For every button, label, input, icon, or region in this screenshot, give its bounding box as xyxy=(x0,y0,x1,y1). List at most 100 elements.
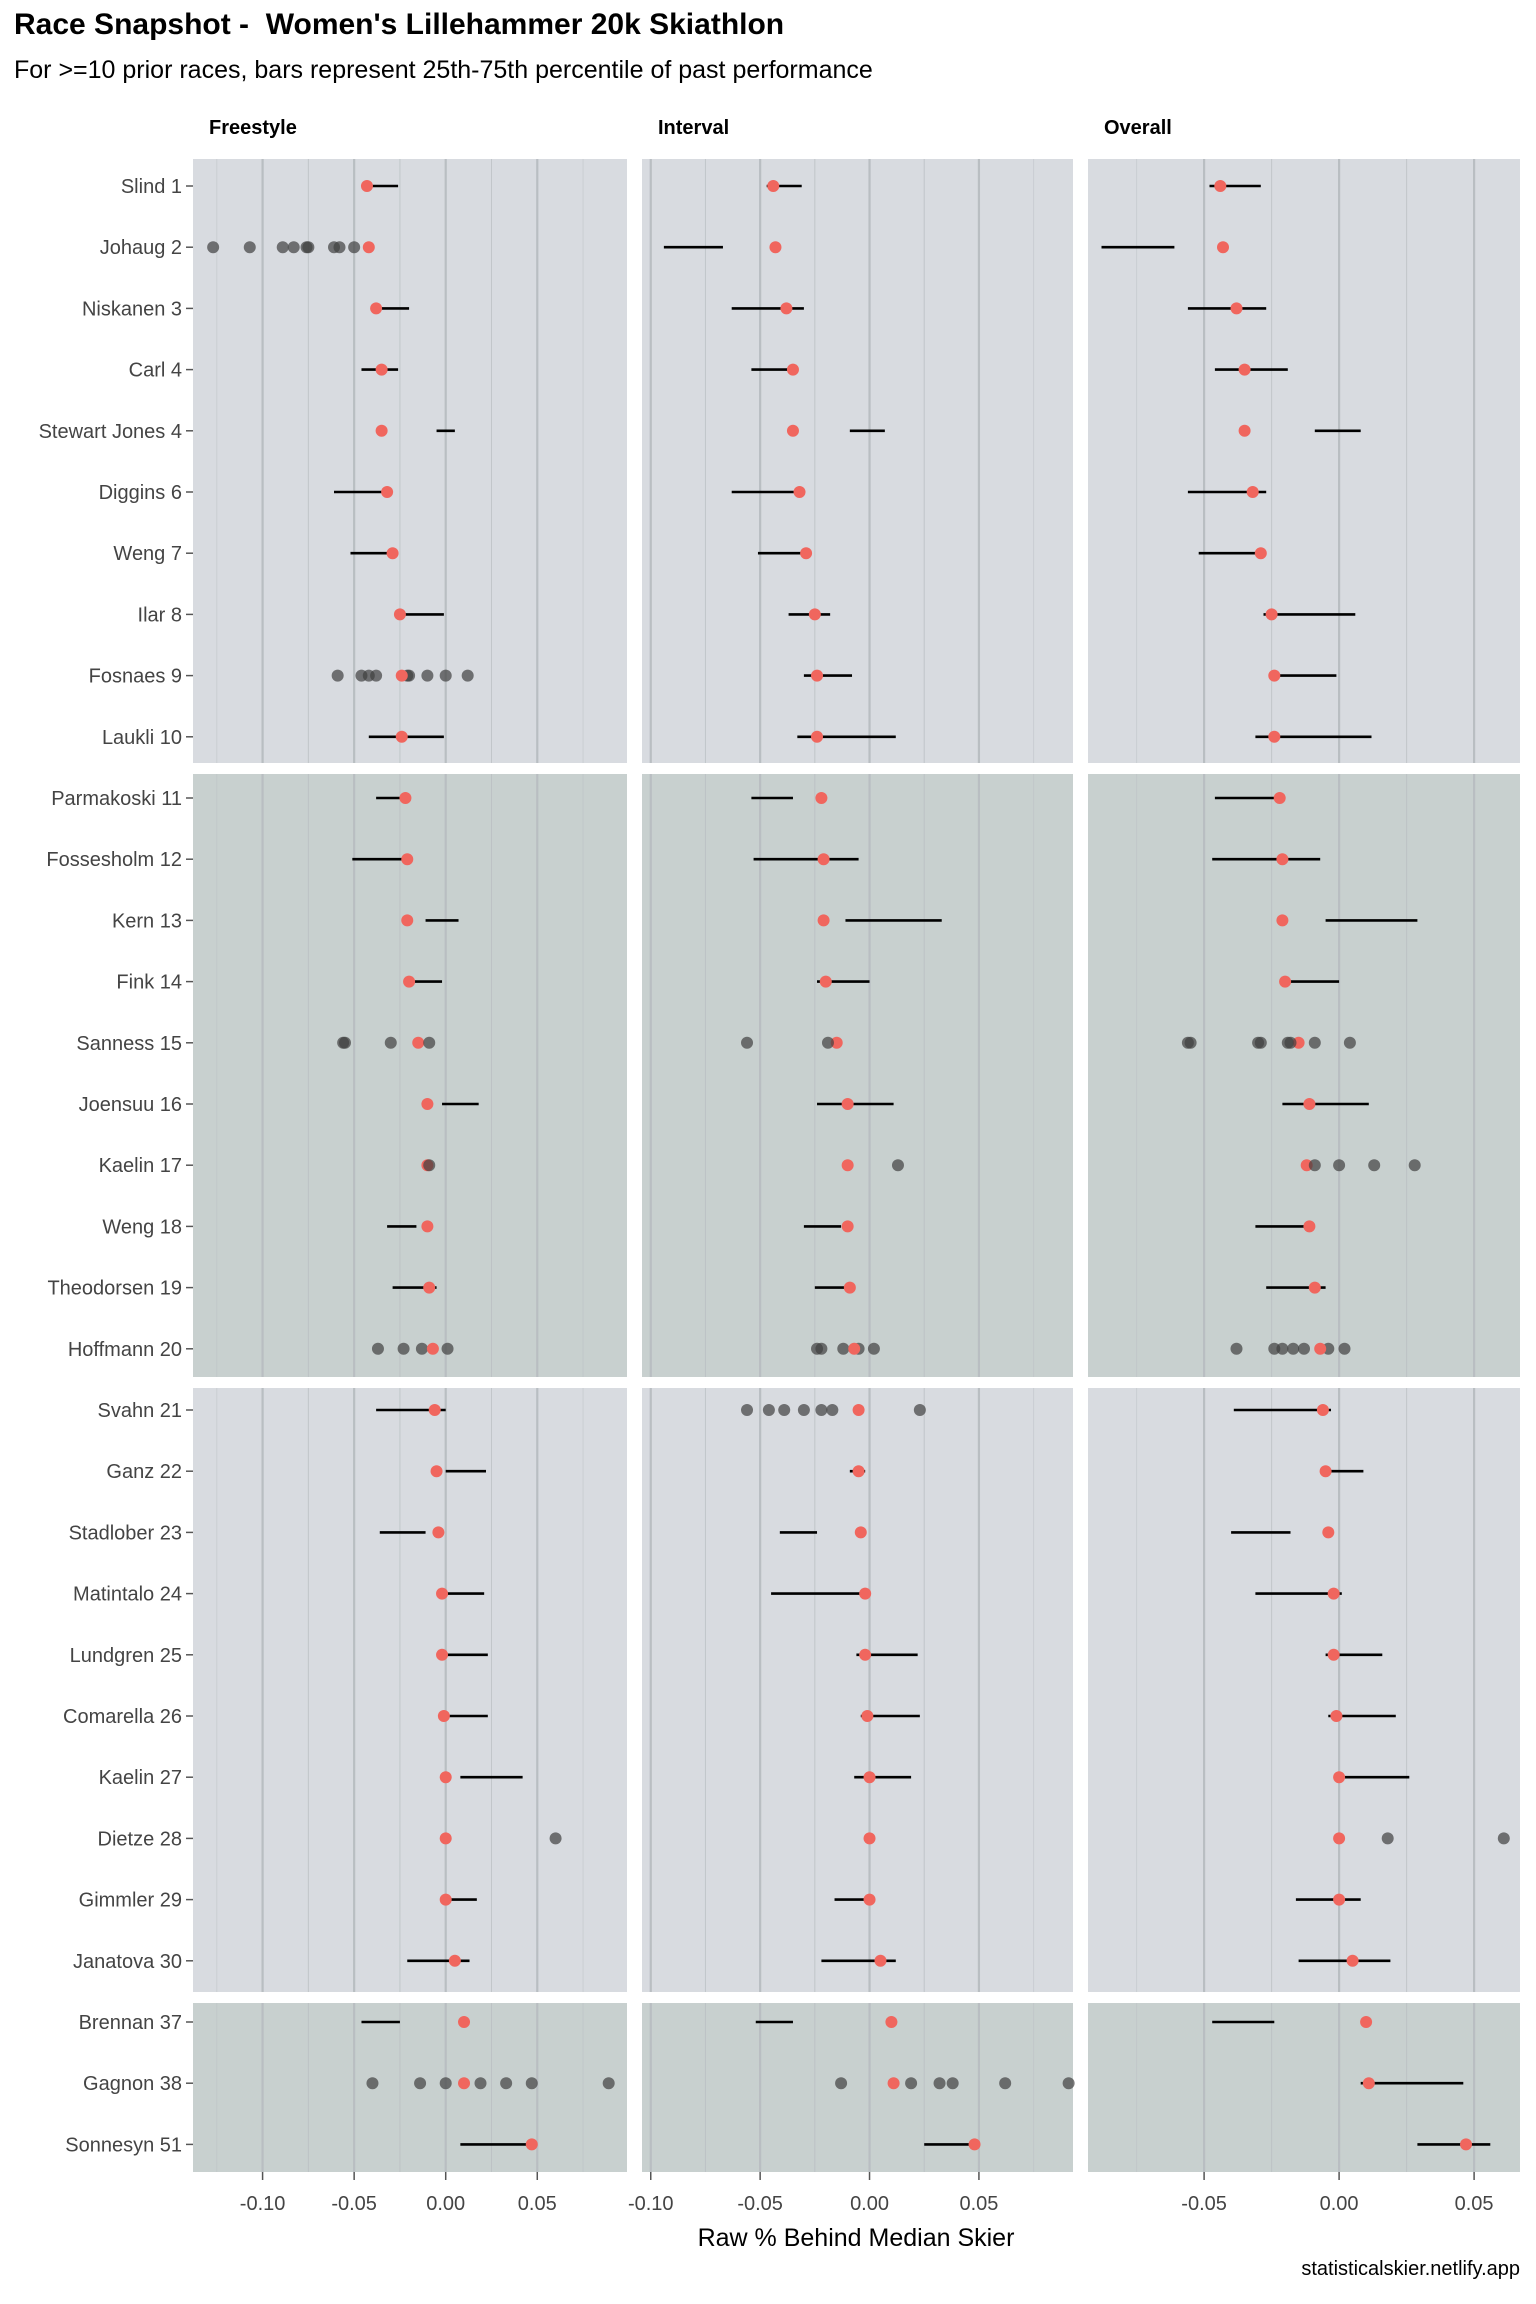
y-tick-label: Slind 1 xyxy=(121,176,182,198)
current-race-point xyxy=(887,2077,900,2090)
panel-interval-group-2 xyxy=(642,774,1073,1377)
y-tick-label: Diggins 6 xyxy=(99,482,182,504)
past-race-point xyxy=(1308,1036,1321,1049)
current-race-point xyxy=(362,241,375,254)
panel-freestyle-group-3 xyxy=(193,1388,627,1992)
current-race-point xyxy=(395,730,408,743)
current-race-point xyxy=(1319,1465,1332,1478)
panel-overall-group-1 xyxy=(1088,159,1520,763)
current-race-point xyxy=(793,486,806,498)
past-race-point xyxy=(500,2077,513,2090)
current-race-point xyxy=(401,914,414,927)
current-race-point xyxy=(436,1648,449,1661)
y-tick-label: Svahn 21 xyxy=(97,1400,182,1422)
current-race-point xyxy=(841,1098,854,1110)
current-race-point xyxy=(863,1832,876,1845)
y-tick-label: Kaelin 27 xyxy=(99,1767,182,1789)
past-race-point xyxy=(423,1036,436,1049)
y-tick-label: Carl 4 xyxy=(129,360,182,382)
current-race-point xyxy=(767,180,780,192)
past-race-point xyxy=(549,1832,562,1845)
current-race-point xyxy=(800,547,813,560)
past-race-point xyxy=(815,1404,828,1416)
current-race-point xyxy=(375,424,388,437)
panel-interval-group-1 xyxy=(642,159,1073,763)
past-race-point xyxy=(276,241,289,254)
current-race-point xyxy=(1333,1771,1346,1784)
current-race-point xyxy=(841,1159,854,1172)
past-race-point xyxy=(797,1404,810,1416)
x-axis-title: Raw % Behind Median Skier xyxy=(698,2224,1015,2252)
current-race-point xyxy=(1217,241,1229,254)
current-race-point xyxy=(786,363,799,376)
current-race-point xyxy=(854,1526,867,1539)
current-race-point xyxy=(1265,608,1278,621)
current-race-point xyxy=(1346,1954,1359,1967)
current-race-point xyxy=(859,1648,872,1661)
past-race-point xyxy=(1287,1342,1300,1355)
x-tick-label-freestyle: 0.05 xyxy=(518,2193,557,2215)
x-tick-label-overall: 0.05 xyxy=(1455,2193,1494,2215)
current-race-point xyxy=(830,1036,843,1049)
current-race-point xyxy=(1214,180,1227,192)
y-tick-label: Sonnesyn 51 xyxy=(65,2134,182,2156)
past-race-point xyxy=(933,2077,946,2090)
past-race-point xyxy=(243,241,256,254)
current-race-point xyxy=(399,792,412,804)
y-tick-label: Kaelin 17 xyxy=(99,1155,182,1177)
current-race-point xyxy=(885,2016,898,2028)
past-race-point xyxy=(439,2077,452,2090)
past-race-point xyxy=(370,669,383,682)
chart-subtitle: For >=10 prior races, bars represent 25t… xyxy=(14,56,873,84)
facet-label-overall: Overall xyxy=(1104,117,1172,139)
current-race-point xyxy=(1238,363,1251,376)
x-tick-label-freestyle: -0.05 xyxy=(331,2193,377,2215)
x-tick-label-interval: -0.05 xyxy=(737,2193,783,2215)
past-race-point xyxy=(778,1404,791,1416)
source-caption: statisticalskier.netlify.app xyxy=(1301,2258,1520,2280)
current-race-point xyxy=(1327,1587,1340,1600)
current-race-point xyxy=(375,363,388,376)
past-race-point xyxy=(946,2077,959,2090)
current-race-point xyxy=(1268,669,1281,682)
current-race-point xyxy=(780,302,793,315)
x-tick-label-interval: 0.00 xyxy=(850,2193,889,2215)
current-race-point xyxy=(360,180,373,192)
current-race-point xyxy=(1246,486,1259,498)
past-race-point xyxy=(1298,1342,1310,1355)
current-race-point xyxy=(815,792,828,804)
past-race-point xyxy=(371,1342,384,1355)
past-race-point xyxy=(837,1342,850,1355)
x-tick-label-interval: 0.05 xyxy=(959,2193,998,2215)
past-race-point xyxy=(525,2077,538,2090)
current-race-point xyxy=(381,486,394,498)
current-race-point xyxy=(1254,547,1267,560)
past-race-point xyxy=(1284,1036,1297,1049)
current-race-point xyxy=(370,302,383,315)
y-tick-label: Janatova 30 xyxy=(73,1951,182,1973)
past-race-point xyxy=(762,1404,775,1416)
current-race-point xyxy=(861,1710,874,1722)
panel-freestyle-group-4 xyxy=(193,2003,627,2172)
y-tick-label: Fink 14 xyxy=(116,972,182,994)
current-race-point xyxy=(439,1893,452,1906)
x-tick-label-freestyle: -0.10 xyxy=(240,2193,286,2215)
current-race-point xyxy=(1268,730,1281,743)
current-race-point xyxy=(423,1281,436,1294)
current-race-point xyxy=(1279,975,1292,988)
past-race-point xyxy=(474,2077,487,2090)
past-race-point xyxy=(415,1342,428,1355)
past-race-point xyxy=(999,2077,1012,2090)
current-race-point xyxy=(1322,1526,1335,1539)
past-race-point xyxy=(397,1342,410,1355)
current-race-point xyxy=(817,914,830,927)
current-race-point xyxy=(852,1465,865,1478)
current-race-point xyxy=(848,1342,861,1355)
past-race-point xyxy=(348,241,361,254)
current-race-point xyxy=(386,547,399,560)
y-tick-label: Stadlober 23 xyxy=(69,1522,182,1544)
current-race-point xyxy=(439,1771,452,1784)
past-race-point xyxy=(287,241,300,254)
y-tick-label: Joensuu 16 xyxy=(79,1094,182,1116)
